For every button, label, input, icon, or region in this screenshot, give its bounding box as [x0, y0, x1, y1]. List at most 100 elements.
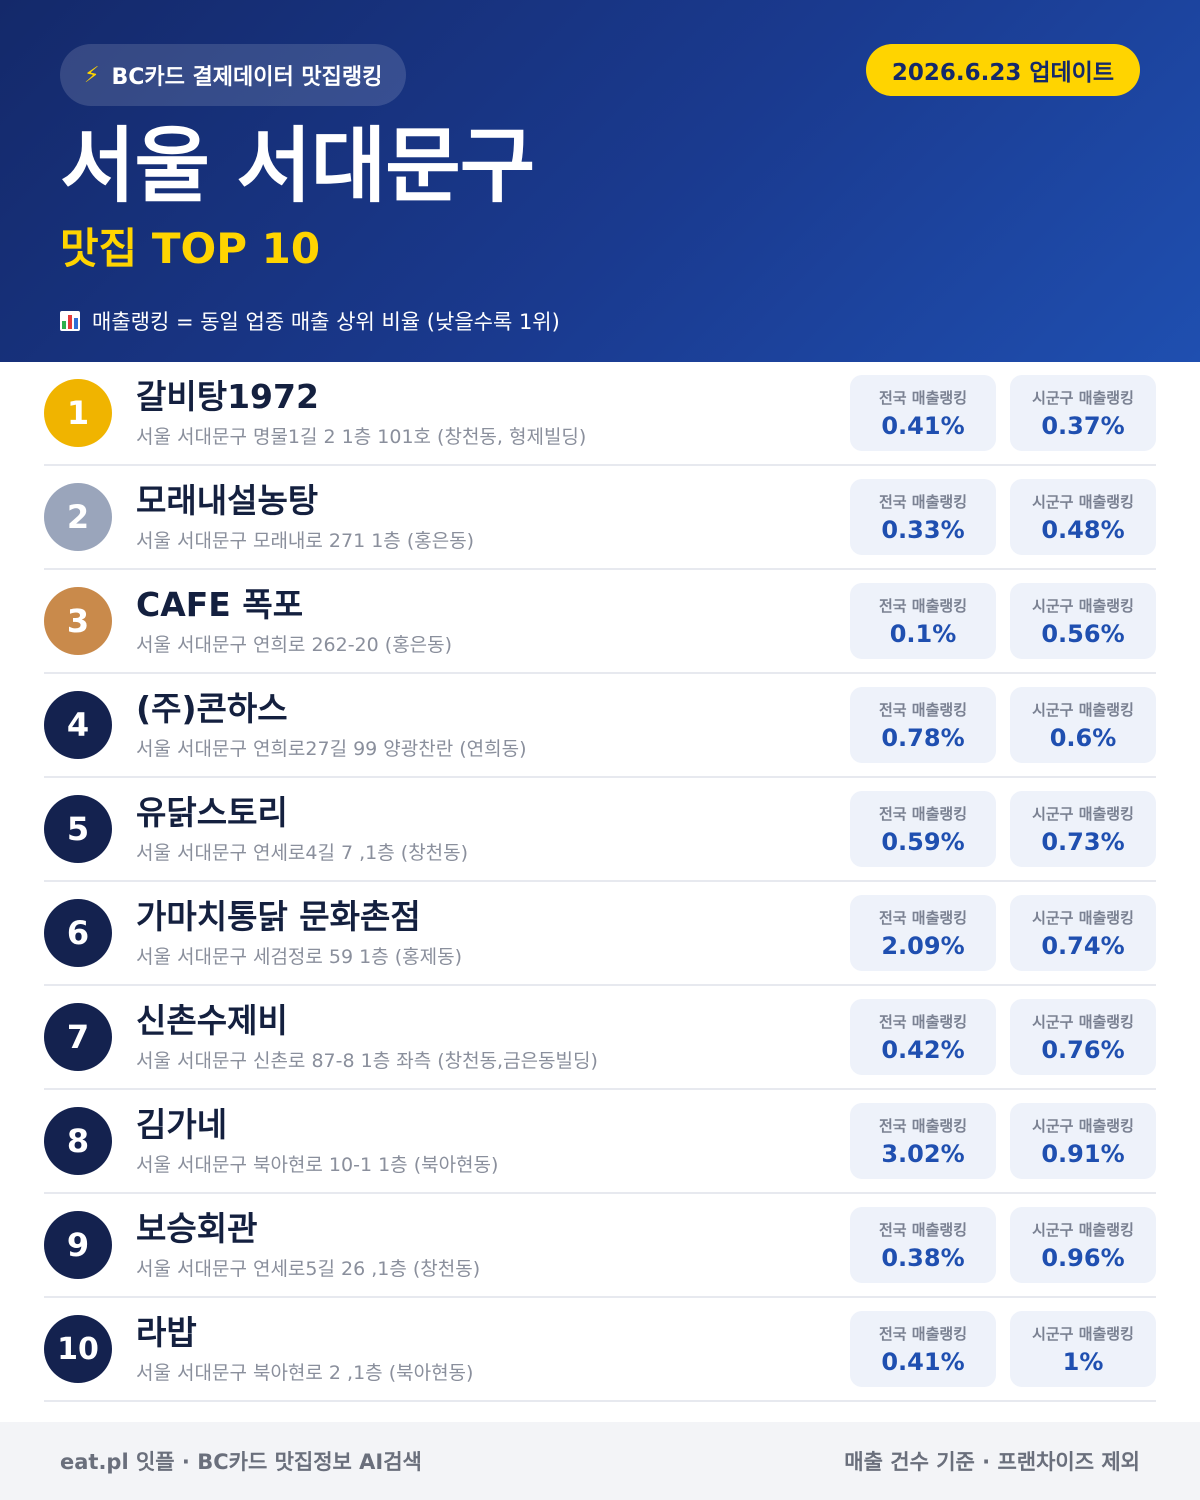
- footer: eat.pl 잇플 · BC카드 맛집정보 AI검색 매출 건수 기준 · 프랜…: [0, 1422, 1200, 1500]
- footer-source: eat.pl 잇플 · BC카드 맛집정보 AI검색: [60, 1450, 422, 1474]
- national-ranking-label: 전국 매출랭킹: [878, 1012, 968, 1031]
- district-ranking-box: 시군구 매출랭킹 1%: [1010, 1311, 1156, 1387]
- district-ranking-label: 시군구 매출랭킹: [1032, 1220, 1134, 1239]
- restaurant-row[interactable]: 6 가마치통닭 문화촌점 서울 서대문구 세검정로 59 1층 (홍제동) 전국 매출…: [44, 882, 1156, 986]
- district-ranking-label: 시군구 매출랭킹: [1032, 596, 1134, 615]
- restaurant-address: 서울 서대문구 명물1길 2 1층 101호 (창천동, 형제빌딩): [136, 426, 587, 449]
- restaurant-name[interactable]: CAFE 폭포: [136, 584, 304, 624]
- district-ranking-box: 시군구 매출랭킹 0.56%: [1010, 583, 1156, 659]
- restaurant-info: 갈비탕1972 서울 서대문구 명물1길 2 1층 101호 (창천동, 형제빌딩…: [136, 377, 836, 450]
- footer-criteria: 매출 건수 기준 · 프랜차이즈 제외: [844, 1450, 1140, 1474]
- district-ranking-box: 시군구 매출랭킹 0.6%: [1010, 687, 1156, 763]
- national-ranking-value: 0.42%: [881, 1035, 965, 1064]
- restaurant-row[interactable]: 10 라밥 서울 서대문구 북아현로 2 ,1층 (북아현동) 전국 매출랭킹 0.41…: [44, 1298, 1156, 1402]
- source-pill: ⚡ BC카드 결제데이터 맛집랭킹: [60, 44, 407, 106]
- district-ranking-box: 시군구 매출랭킹 0.37%: [1010, 375, 1156, 451]
- ranking-note: 매출랭킹 = 동일 업종 매출 상위 비율 (낮을수록 1위): [60, 306, 1140, 336]
- restaurant-name[interactable]: 라밥: [136, 1312, 197, 1352]
- restaurant-row[interactable]: 4 (주)콘하스 서울 서대문구 연희로27길 99 양광찬란 (연희동) 전국 매출…: [44, 674, 1156, 778]
- national-ranking-value: 0.78%: [881, 723, 965, 752]
- page-title: 서울 서대문구: [60, 119, 535, 214]
- restaurant-name[interactable]: 모래내설농탕: [136, 480, 319, 520]
- update-date-badge: 2026.6.23 업데이트: [865, 44, 1140, 96]
- district-ranking-value: 0.96%: [1041, 1243, 1125, 1272]
- restaurant-row[interactable]: 2 모래내설농탕 서울 서대문구 모래내로 271 1층 (홍은동) 전국 매출랭킹 0…: [44, 466, 1156, 570]
- district-ranking-label: 시군구 매출랭킹: [1032, 804, 1134, 823]
- lightning-icon: ⚡: [84, 62, 100, 88]
- national-ranking-box: 전국 매출랭킹 0.41%: [850, 1311, 996, 1387]
- restaurant-name[interactable]: (주)콘하스: [136, 688, 288, 728]
- national-ranking-label: 전국 매출랭킹: [878, 1324, 968, 1343]
- national-ranking-value: 2.09%: [881, 931, 965, 960]
- national-ranking-label: 전국 매출랭킹: [878, 700, 968, 719]
- restaurant-info: 모래내설농탕 서울 서대문구 모래내로 271 1층 (홍은동): [136, 481, 836, 554]
- restaurant-address: 서울 서대문구 연희로 262-20 (홍은동): [136, 634, 453, 657]
- district-ranking-box: 시군구 매출랭킹 0.91%: [1010, 1103, 1156, 1179]
- national-ranking-box: 전국 매출랭킹 3.02%: [850, 1103, 996, 1179]
- restaurant-address: 서울 서대문구 연희로27길 99 양광찬란 (연희동): [136, 738, 527, 761]
- district-ranking-label: 시군구 매출랭킹: [1032, 1324, 1134, 1343]
- restaurant-name[interactable]: 갈비탕1972: [136, 376, 319, 416]
- rank-badge: 7: [44, 1003, 112, 1071]
- bar-chart-icon: [60, 311, 80, 332]
- district-ranking-value: 0.48%: [1041, 515, 1125, 544]
- restaurant-info: 신촌수제비 서울 서대문구 신촌로 87-8 1층 좌측 (창천동,금은동빌딩): [136, 1001, 836, 1074]
- restaurant-row[interactable]: 3 CAFE 폭포 서울 서대문구 연희로 262-20 (홍은동) 전국 매출랭킹 0…: [44, 570, 1156, 674]
- restaurant-address: 서울 서대문구 연세로5길 26 ,1층 (창천동): [136, 1258, 481, 1281]
- restaurant-name[interactable]: 김가네: [136, 1104, 228, 1144]
- national-ranking-label: 전국 매출랭킹: [878, 804, 968, 823]
- restaurant-address: 서울 서대문구 세검정로 59 1층 (홍제동): [136, 946, 463, 969]
- national-ranking-value: 0.1%: [889, 619, 957, 648]
- rank-badge: 4: [44, 691, 112, 759]
- national-ranking-label: 전국 매출랭킹: [878, 908, 968, 927]
- restaurant-address: 서울 서대문구 북아현로 10-1 1층 (북아현동): [136, 1154, 499, 1177]
- national-ranking-label: 전국 매출랭킹: [878, 492, 968, 511]
- district-ranking-value: 0.37%: [1041, 411, 1125, 440]
- national-ranking-box: 전국 매출랭킹 0.1%: [850, 583, 996, 659]
- national-ranking-box: 전국 매출랭킹 0.38%: [850, 1207, 996, 1283]
- district-ranking-label: 시군구 매출랭킹: [1032, 388, 1134, 407]
- source-label: BC카드 결제데이터 맛집랭킹: [111, 65, 383, 90]
- national-ranking-box: 전국 매출랭킹 0.78%: [850, 687, 996, 763]
- national-ranking-value: 0.59%: [881, 827, 965, 856]
- restaurant-row[interactable]: 7 신촌수제비 서울 서대문구 신촌로 87-8 1층 좌측 (창천동,금은동빌딩)…: [44, 986, 1156, 1090]
- restaurant-address: 서울 서대문구 북아현로 2 ,1층 (북아현동): [136, 1362, 474, 1385]
- district-ranking-value: 0.73%: [1041, 827, 1125, 856]
- district-ranking-label: 시군구 매출랭킹: [1032, 1012, 1134, 1031]
- district-ranking-value: 1%: [1062, 1347, 1104, 1376]
- national-ranking-value: 3.02%: [881, 1139, 965, 1168]
- rank-badge: 1: [44, 379, 112, 447]
- district-ranking-box: 시군구 매출랭킹 0.48%: [1010, 479, 1156, 555]
- national-ranking-value: 0.41%: [881, 1347, 965, 1376]
- restaurant-row[interactable]: 9 보승회관 서울 서대문구 연세로5길 26 ,1층 (창천동) 전국 매출랭킹 0.…: [44, 1194, 1156, 1298]
- district-ranking-value: 0.56%: [1041, 619, 1125, 648]
- national-ranking-value: 0.38%: [881, 1243, 965, 1272]
- national-ranking-value: 0.33%: [881, 515, 965, 544]
- restaurant-row[interactable]: 5 유닭스토리 서울 서대문구 연세로4길 7 ,1층 (창천동) 전국 매출랭킹 0.…: [44, 778, 1156, 882]
- district-ranking-label: 시군구 매출랭킹: [1032, 492, 1134, 511]
- national-ranking-label: 전국 매출랭킹: [878, 388, 968, 407]
- ranking-note-text: 매출랭킹 = 동일 업종 매출 상위 비율 (낮을수록 1위): [92, 310, 560, 335]
- national-ranking-label: 전국 매출랭킹: [878, 1116, 968, 1135]
- national-ranking-value: 0.41%: [881, 411, 965, 440]
- national-ranking-box: 전국 매출랭킹 0.33%: [850, 479, 996, 555]
- restaurant-row[interactable]: 1 갈비탕1972 서울 서대문구 명물1길 2 1층 101호 (창천동, 형제빌…: [44, 362, 1156, 466]
- district-ranking-box: 시군구 매출랭킹 0.73%: [1010, 791, 1156, 867]
- district-ranking-box: 시군구 매출랭킹 0.96%: [1010, 1207, 1156, 1283]
- restaurant-name[interactable]: 보승회관: [136, 1208, 258, 1248]
- restaurant-name[interactable]: 가마치통닭 문화촌점: [136, 896, 421, 936]
- national-ranking-label: 전국 매출랭킹: [878, 1220, 968, 1239]
- restaurant-row[interactable]: 8 김가네 서울 서대문구 북아현로 10-1 1층 (북아현동) 전국 매출랭킹 3.…: [44, 1090, 1156, 1194]
- header-banner: ⚡ BC카드 결제데이터 맛집랭킹 2026.6.23 업데이트 서울 서대문구…: [0, 0, 1200, 362]
- national-ranking-box: 전국 매출랭킹 0.41%: [850, 375, 996, 451]
- restaurant-name[interactable]: 신촌수제비: [136, 1000, 288, 1040]
- restaurant-list: 1 갈비탕1972 서울 서대문구 명물1길 2 1층 101호 (창천동, 형제빌…: [0, 362, 1200, 1402]
- district-ranking-box: 시군구 매출랭킹 0.74%: [1010, 895, 1156, 971]
- restaurant-name[interactable]: 유닭스토리: [136, 792, 288, 832]
